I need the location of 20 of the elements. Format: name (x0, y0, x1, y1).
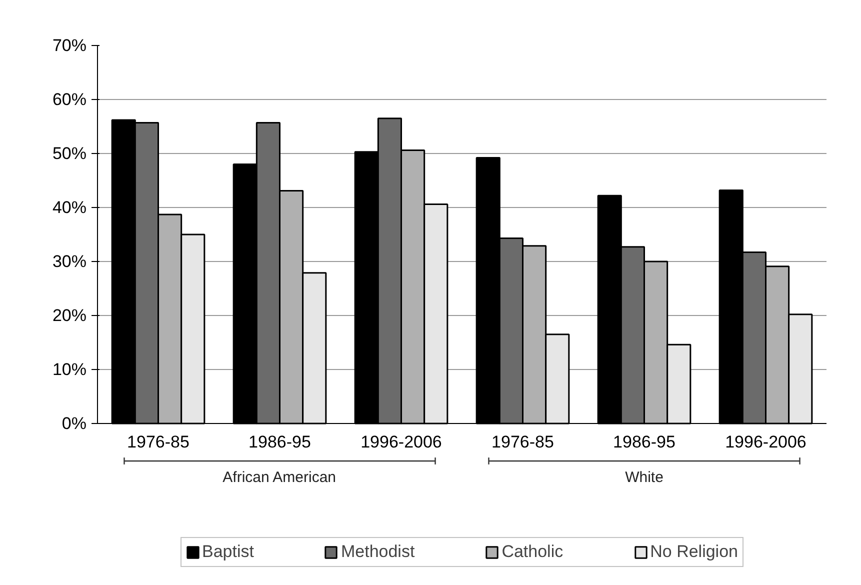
legend-label: Methodist (340, 542, 415, 562)
y-tick-label: 60% (52, 90, 87, 109)
x-tick-label: 1976-85 (492, 432, 554, 452)
y-tick-label: 10% (52, 360, 87, 379)
legend-label: Catholic (502, 542, 564, 562)
x-tick-label: 1996-2006 (725, 432, 806, 452)
legend-label: No Religion (650, 542, 738, 562)
x-tick-label: 1976-85 (127, 432, 190, 452)
y-tick-label: 40% (52, 198, 87, 217)
x-tick-label: 1996-2006 (360, 432, 442, 452)
y-tick-label: 50% (52, 144, 87, 163)
y-tick-label: 0% (62, 414, 87, 433)
legend-label: Baptist (202, 542, 254, 562)
y-tick-label: 70% (52, 36, 87, 55)
x-tick-label: 1986-95 (613, 432, 676, 452)
y-tick-label: 30% (52, 252, 87, 271)
x-tick-label: 1986-95 (248, 432, 311, 452)
text: African American (222, 468, 336, 486)
y-tick-label: 20% (52, 306, 87, 325)
text: White (625, 468, 664, 486)
